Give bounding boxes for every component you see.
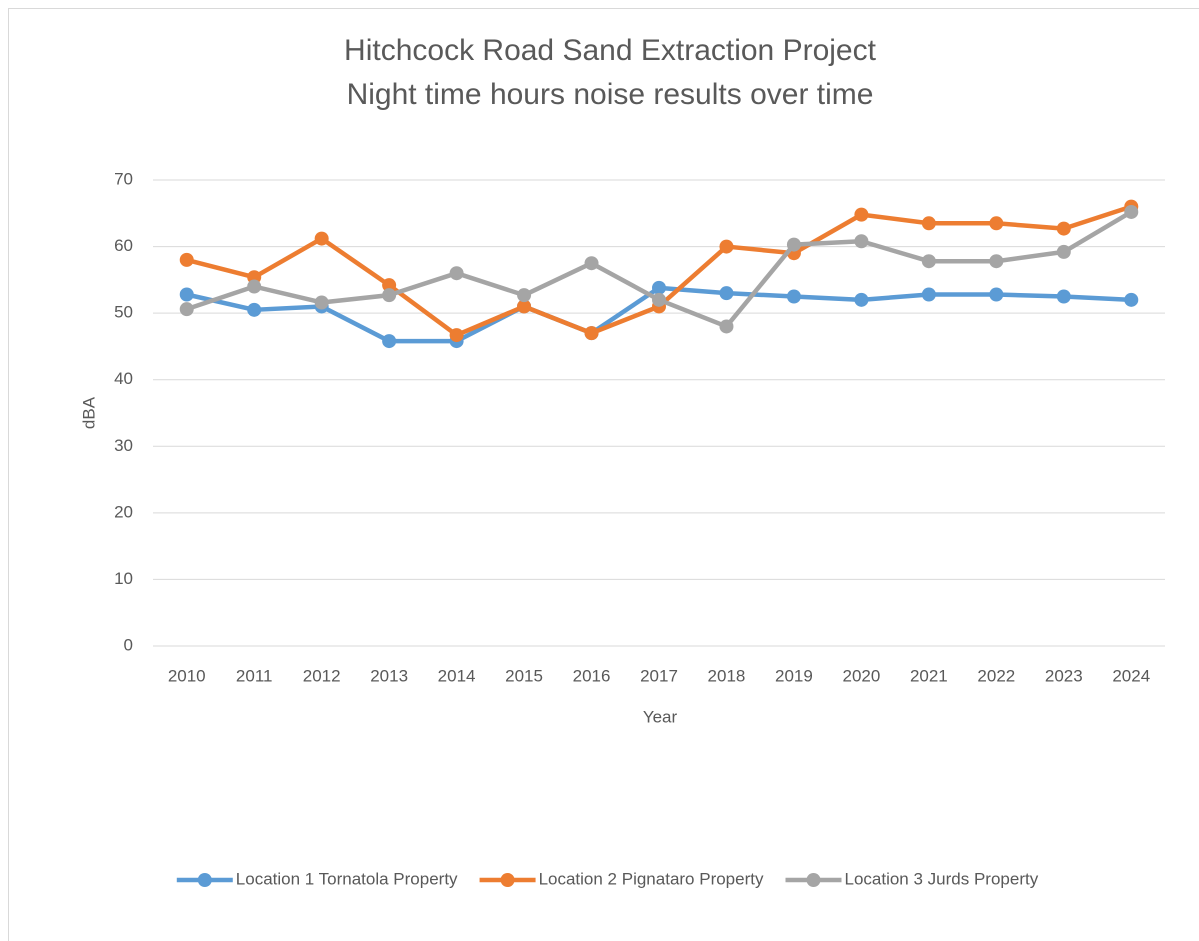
x-tick-label: 2018 <box>708 666 746 685</box>
point-marker <box>854 292 869 307</box>
legend-marker <box>806 873 821 887</box>
legend-label: Location 2 Pignataro Property <box>539 869 764 888</box>
x-tick-label: 2022 <box>977 666 1015 685</box>
point-marker <box>247 302 262 317</box>
point-marker <box>854 207 869 222</box>
y-tick-label: 10 <box>114 569 133 588</box>
point-marker <box>1056 221 1071 236</box>
chart-title: Hitchcock Road Sand Extraction Project <box>344 34 877 67</box>
x-tick-label: 2020 <box>842 666 880 685</box>
legend-marker <box>197 873 212 887</box>
point-marker <box>989 216 1004 231</box>
point-marker <box>1056 244 1071 259</box>
y-tick-label: 30 <box>114 436 133 455</box>
chart-border <box>8 8 1199 941</box>
chart-subtitle: Night time hours noise results over time <box>347 78 874 111</box>
x-tick-label: 2013 <box>370 666 408 685</box>
y-tick-label: 20 <box>114 502 133 521</box>
point-marker <box>1124 292 1139 307</box>
legend-label: Location 1 Tornatola Property <box>236 869 458 888</box>
point-marker <box>719 239 734 254</box>
point-marker <box>786 237 801 252</box>
point-marker <box>584 256 599 271</box>
point-marker <box>179 252 194 267</box>
point-marker <box>1124 204 1139 219</box>
point-marker <box>517 288 532 303</box>
point-marker <box>921 216 936 231</box>
x-tick-label: 2023 <box>1045 666 1083 685</box>
x-tick-label: 2017 <box>640 666 678 685</box>
point-marker <box>584 326 599 341</box>
point-marker <box>921 287 936 302</box>
point-marker <box>382 334 397 349</box>
point-marker <box>247 279 262 294</box>
legend-marker <box>500 873 515 887</box>
x-tick-label: 2019 <box>775 666 813 685</box>
y-tick-label: 70 <box>114 169 133 188</box>
point-marker <box>382 278 397 293</box>
y-tick-label: 0 <box>124 635 133 654</box>
x-tick-label: 2010 <box>168 666 206 685</box>
x-tick-label: 2014 <box>438 666 476 685</box>
point-marker <box>989 287 1004 302</box>
y-tick-label: 60 <box>114 236 133 255</box>
point-marker <box>786 289 801 304</box>
point-marker <box>652 280 666 295</box>
x-tick-label: 2012 <box>303 666 341 685</box>
point-marker <box>652 292 666 307</box>
point-marker <box>382 288 397 303</box>
x-axis-label: Year <box>643 707 678 726</box>
point-marker <box>314 295 329 310</box>
y-axis-label: dBA <box>79 396 98 429</box>
point-marker <box>314 231 329 246</box>
legend-label: Location 3 Jurds Property <box>844 869 1038 888</box>
point-marker <box>719 286 734 301</box>
x-tick-label: 2015 <box>505 666 543 685</box>
point-marker <box>449 328 464 343</box>
x-tick-label: 2011 <box>236 666 273 685</box>
point-marker <box>854 234 869 249</box>
point-marker <box>989 254 1004 269</box>
point-marker <box>719 319 734 334</box>
x-tick-label: 2016 <box>573 666 611 685</box>
y-tick-label: 40 <box>114 369 133 388</box>
point-marker <box>179 287 194 302</box>
x-tick-label: 2021 <box>910 666 948 685</box>
y-tick-label: 50 <box>114 303 133 322</box>
point-marker <box>179 302 194 317</box>
point-marker <box>1056 289 1071 304</box>
x-tick-label: 2024 <box>1112 666 1150 685</box>
point-marker <box>517 299 532 314</box>
point-marker <box>449 266 464 281</box>
point-marker <box>921 254 936 269</box>
